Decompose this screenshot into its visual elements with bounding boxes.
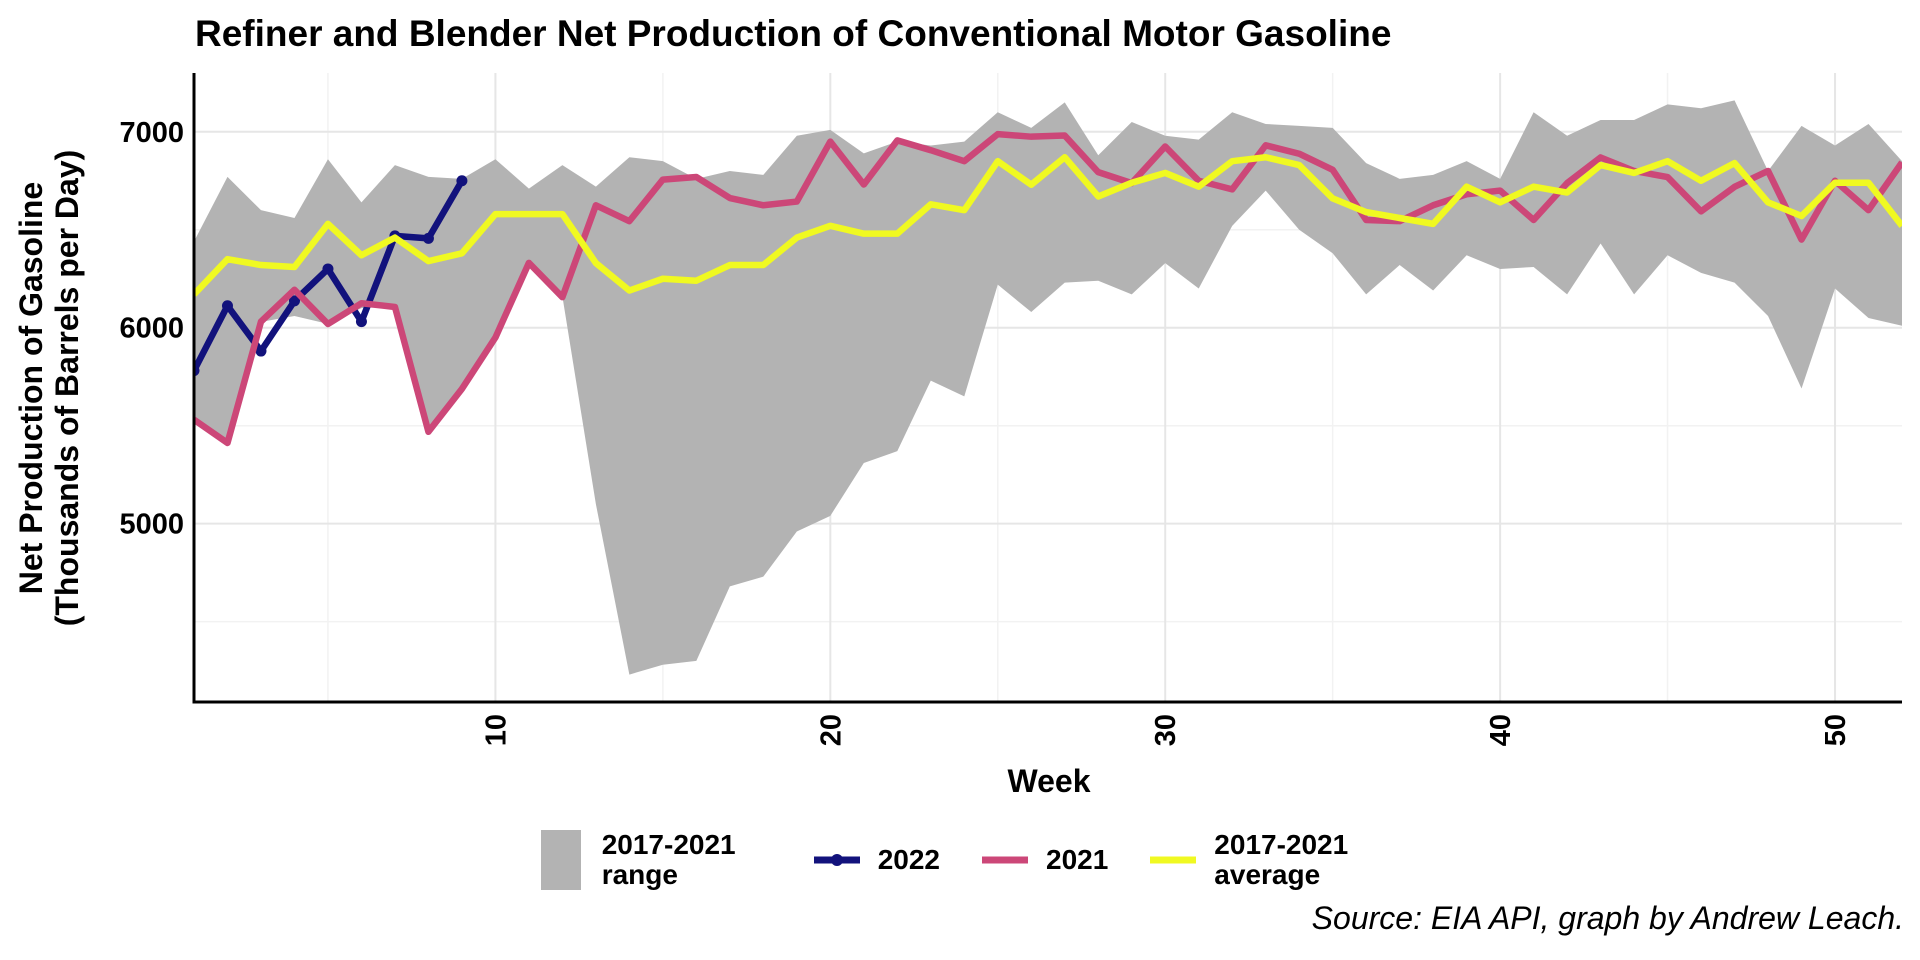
plot-area (194, 100, 1902, 675)
chart-title: Refiner and Blender Net Production of Co… (195, 13, 1391, 54)
legend: 2017-2021 range 2022 2021 2017-2021 average (0, 830, 1920, 890)
legend-item: 2021 (980, 830, 1108, 890)
point (355, 316, 367, 328)
legend-label: 2021 (1046, 844, 1109, 875)
range-area (194, 100, 1902, 675)
point (422, 232, 434, 244)
point (221, 300, 233, 312)
point (456, 175, 468, 187)
x-tick-label: 10 (480, 714, 512, 746)
x-tick-label: 30 (1150, 714, 1182, 746)
legend-key (982, 856, 1028, 864)
x-tick-label: 50 (1820, 714, 1852, 746)
caption: Source: EIA API, graph by Andrew Leach. (1311, 900, 1904, 936)
y-tick-label: 7000 (119, 117, 184, 149)
legend-key (813, 854, 860, 866)
legend-item: 2017-2021 range (536, 830, 772, 890)
legend-item: 2022 (812, 830, 940, 890)
point (322, 263, 334, 275)
line (194, 130, 1902, 447)
legend-key (1150, 856, 1197, 864)
legend-point (830, 854, 843, 866)
legend-label: 2017-2021 average (1214, 829, 1349, 890)
point (288, 295, 300, 307)
legend-item: 2017-2021 average (1148, 830, 1384, 890)
legend-label: 2022 (877, 844, 940, 875)
x-tick-label: 40 (1485, 714, 1517, 746)
legend-label: 2017-2021 range (601, 829, 736, 890)
y-tick-label: 5000 (119, 509, 184, 541)
x-axis-label: Week (1007, 763, 1090, 799)
y-tick-label: 6000 (119, 313, 184, 345)
legend-swatch (540, 830, 581, 890)
legend-key (540, 830, 581, 890)
line (194, 154, 1902, 297)
y-axis-label: (Thousands of Barrels per Day) (49, 150, 85, 627)
chart: Refiner and Blender Net Production of Co… (13, 13, 1902, 799)
point (255, 345, 267, 357)
y-axis-label: Net Production of Gasoline (13, 182, 49, 594)
x-tick-label: 20 (815, 714, 847, 746)
